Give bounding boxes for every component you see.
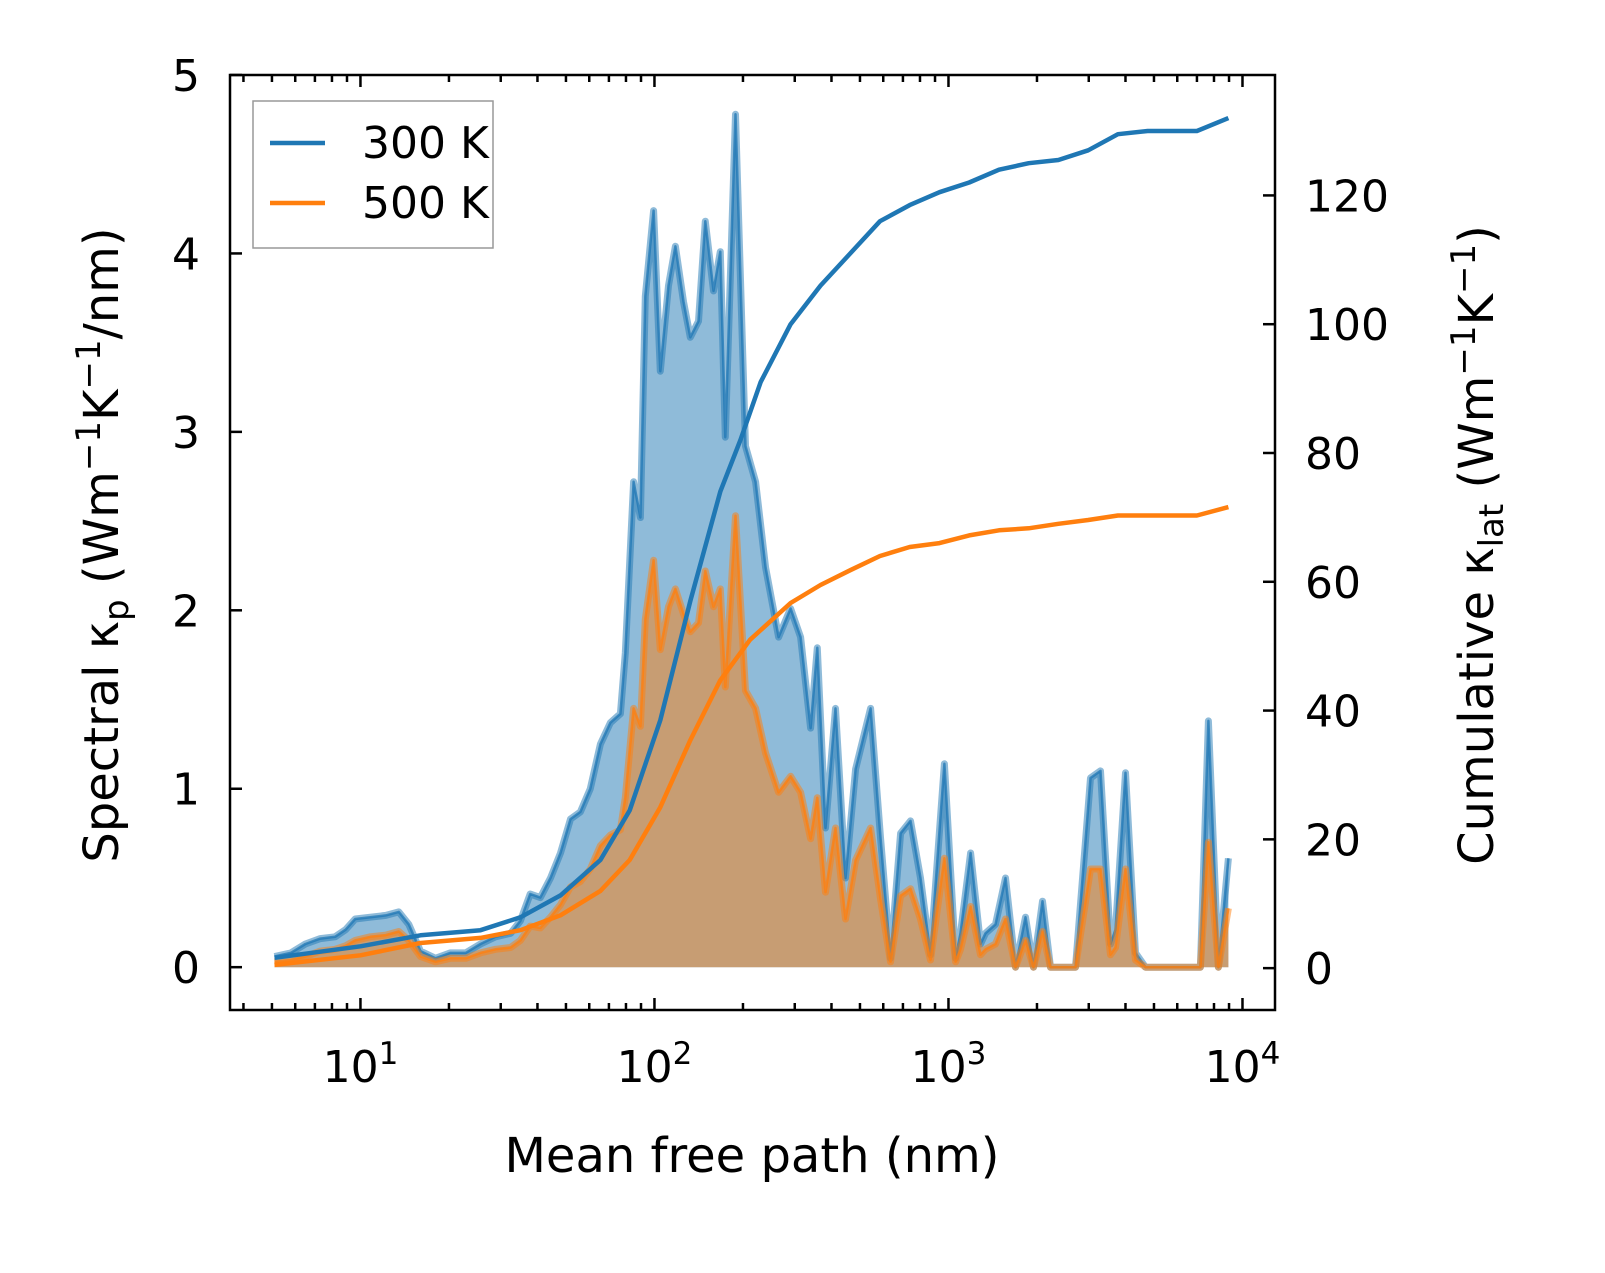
- y-left-tick-label: 3: [172, 408, 200, 459]
- x-axis-label: Mean free path (nm): [505, 1128, 1000, 1184]
- cumulative-line-500k: [274, 504, 1229, 968]
- y-right-tick-label: 120: [1305, 171, 1389, 222]
- y-right-tick-label: 0: [1305, 944, 1333, 995]
- y-right-tick-label: 40: [1305, 687, 1361, 738]
- ticks: 101 102 103 104 0 1 2 3 4 5 0 20 40 60 80 100 120: [172, 51, 1389, 1093]
- legend-frame: [252, 100, 494, 249]
- spectral-area-300k: [274, 114, 1229, 968]
- x-tick-label: 101: [323, 1036, 399, 1093]
- legend-label-500k: 500 K: [362, 178, 490, 229]
- y-right-tick-label: 20: [1305, 815, 1361, 866]
- spectral-area-500k: [274, 515, 1229, 968]
- x-tick-label: 103: [911, 1036, 987, 1093]
- y-left-tick-label: 5: [172, 51, 200, 102]
- y-axis-right-label: Cumulative κlat (Wm−1K−1): [1444, 225, 1512, 865]
- plot-area: [273, 110, 1232, 971]
- axes-frame: [228, 73, 1277, 1012]
- y-right-tick-label: 60: [1305, 558, 1361, 609]
- x-tick-label: 104: [1205, 1036, 1281, 1093]
- x-tick-label: 102: [617, 1036, 693, 1093]
- y-left-tick-label: 4: [172, 229, 200, 280]
- y-right-tick-label: 100: [1305, 300, 1389, 351]
- y-right-tick-label: 80: [1305, 429, 1361, 480]
- cumulative-line-300k: [274, 116, 1230, 961]
- y-left-tick-label: 1: [172, 765, 200, 816]
- legend-label-300k: 300 K: [362, 118, 490, 169]
- y-left-tick-label: 2: [172, 586, 200, 637]
- spectral-line-500k: [274, 514, 1230, 969]
- legend: 300 K 500 K: [252, 100, 494, 249]
- y-axis-left-label: Spectral κp (Wm−1K−1/nm): [69, 227, 137, 862]
- spectral-line-300k: [274, 113, 1230, 969]
- y-left-tick-label: 0: [172, 943, 200, 994]
